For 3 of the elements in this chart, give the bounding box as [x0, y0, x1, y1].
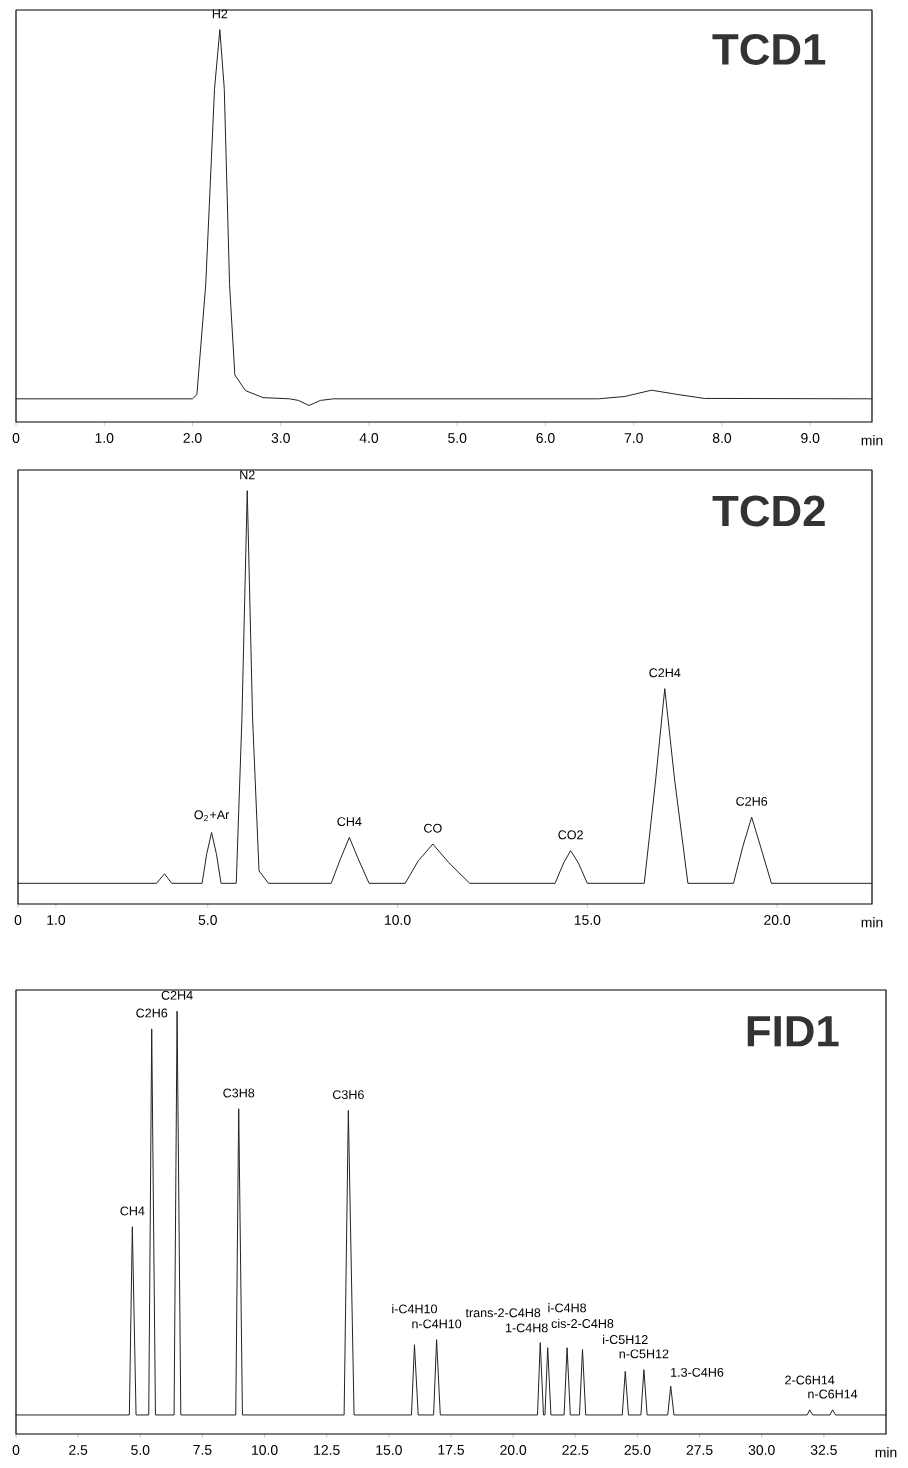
chart-title: TCD1: [712, 33, 826, 65]
chart-title: TCD2: [712, 495, 825, 527]
chart-title: FID1: [747, 1016, 839, 1047]
